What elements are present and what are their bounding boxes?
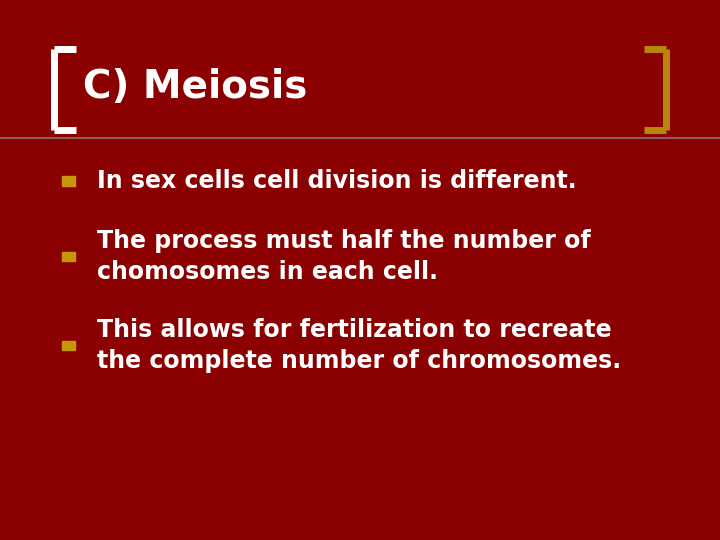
Text: The process must half the number of
chomosomes in each cell.: The process must half the number of chom… [97,229,591,284]
Bar [62,176,75,186]
Bar [62,252,75,261]
Text: C) Meiosis: C) Meiosis [83,69,307,106]
Bar [62,341,75,350]
Text: This allows for fertilization to recreate
the complete number of chromosomes.: This allows for fertilization to recreat… [97,318,621,373]
Text: In sex cells cell division is different.: In sex cells cell division is different. [97,169,577,193]
